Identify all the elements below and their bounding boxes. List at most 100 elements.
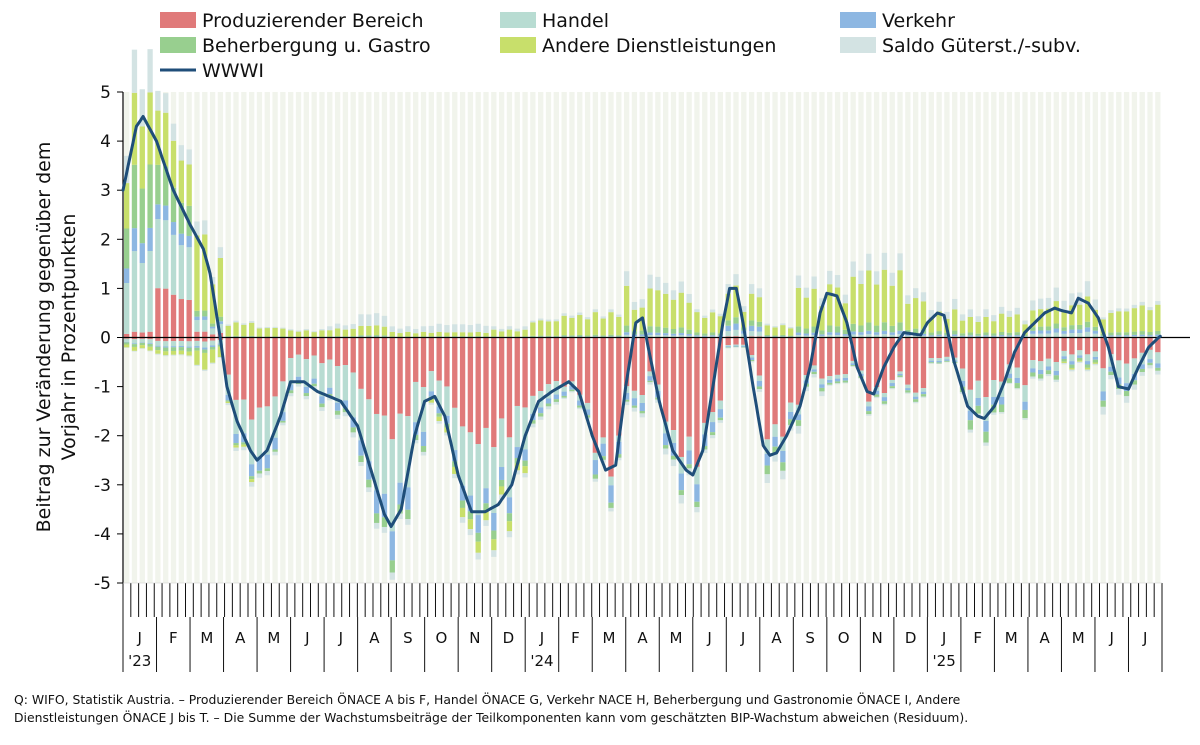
bar-andere-dienstleistungen — [311, 332, 317, 337]
bar-handel — [725, 331, 731, 337]
bar-verkehr — [1030, 330, 1036, 334]
bar-saldo — [1108, 375, 1114, 380]
bar-handel — [889, 379, 895, 384]
bar-beherbergung — [577, 335, 583, 337]
bar-saldo — [178, 354, 184, 356]
bar-verkehr — [1077, 329, 1083, 334]
bar-verkehr — [475, 515, 481, 533]
bar-produzierender-bereich — [178, 337, 184, 342]
bar-saldo — [756, 288, 763, 298]
bar-handel — [655, 335, 661, 338]
bar-produzierender-bereich — [295, 337, 302, 355]
bar-beherbergung — [788, 335, 794, 337]
bar-saldo — [616, 457, 622, 461]
bar-beherbergung — [186, 347, 192, 352]
bar-verkehr — [811, 369, 817, 372]
bar-beherbergung — [498, 479, 505, 487]
month-label: A — [369, 629, 380, 647]
bar-beherbergung — [694, 501, 700, 508]
bar-verkehr — [717, 409, 724, 418]
bar-verkehr — [209, 326, 216, 329]
bar-beherbergung — [663, 327, 669, 334]
bar-handel — [209, 328, 216, 335]
bar-saldo — [702, 315, 708, 318]
bar-handel — [147, 339, 153, 344]
bar-beherbergung — [241, 336, 247, 337]
bar-andere-dienstleistungen — [202, 352, 208, 370]
bar-handel — [358, 388, 364, 441]
bar-verkehr — [178, 233, 184, 246]
year-label: '24 — [530, 652, 553, 670]
bar-handel — [592, 452, 599, 461]
bar-verkehr — [592, 460, 599, 475]
chart-svg: Produzierender Bereich Handel Verkehr Beher… — [33, 10, 1190, 672]
bar-saldo — [170, 354, 177, 356]
bar-verkehr — [772, 436, 778, 447]
bar-saldo — [373, 313, 380, 326]
bar-beherbergung — [467, 336, 474, 337]
bar-handel — [733, 344, 739, 346]
bar-saldo — [163, 355, 169, 357]
bar-andere-dienstleistungen — [803, 297, 809, 329]
bar-handel — [858, 370, 864, 374]
legend-swatch — [160, 12, 196, 28]
bar-produzierender-bereich — [858, 337, 864, 371]
bar-handel — [1061, 333, 1067, 338]
bar-verkehr — [295, 376, 302, 382]
bar-handel — [350, 372, 356, 418]
bar-verkehr — [397, 482, 403, 505]
bar-produzierender-bereich — [788, 337, 794, 403]
bar-saldo — [295, 330, 302, 332]
bar-saldo — [389, 572, 395, 580]
bar-produzierender-bereich — [139, 337, 145, 339]
month-label: J — [338, 629, 343, 647]
bar-produzierender-bereich — [139, 332, 145, 338]
bar-produzierender-bereich — [366, 337, 372, 400]
bar-beherbergung — [600, 335, 606, 337]
bar-beherbergung — [569, 335, 575, 337]
bar-saldo — [350, 432, 356, 438]
y-axis-label: Beitrag zur Veränderung gegenüber dem Vor… — [33, 142, 80, 533]
bar-verkehr — [733, 345, 739, 347]
bar-handel — [975, 380, 981, 398]
month-label: J — [740, 629, 745, 647]
month-label: F — [973, 629, 982, 647]
bar-saldo — [327, 397, 333, 401]
bar-saldo — [834, 383, 841, 385]
bar-handel — [913, 392, 919, 397]
bar-beherbergung — [827, 325, 833, 333]
bar-verkehr — [1069, 329, 1075, 334]
bar-saldo — [397, 513, 403, 519]
bar-verkehr — [498, 467, 505, 480]
bar-verkehr — [670, 333, 677, 336]
month-label: M — [200, 629, 213, 647]
month-label: M — [603, 629, 616, 647]
bar-saldo — [233, 320, 239, 323]
bar-saldo — [663, 448, 669, 455]
month-label: M — [670, 629, 683, 647]
bar-verkehr — [608, 336, 614, 337]
bar-verkehr — [623, 332, 630, 335]
bar-beherbergung — [420, 336, 427, 338]
bar-verkehr — [1139, 364, 1145, 369]
bar-saldo — [709, 435, 716, 439]
bar-andere-dienstleistungen — [358, 325, 364, 336]
bar-andere-dienstleistungen — [366, 325, 372, 336]
bar-saldo — [967, 309, 974, 317]
bar-verkehr — [1108, 335, 1114, 337]
bar-verkehr — [686, 334, 692, 336]
bar-beherbergung — [553, 399, 559, 402]
bar-handel — [1147, 349, 1153, 360]
bar-andere-dienstleistungen — [475, 541, 481, 553]
bar-produzierender-bereich — [1077, 337, 1083, 351]
bar-produzierender-bereich — [264, 337, 270, 407]
bar-handel — [163, 220, 169, 289]
bar-produzierender-bereich — [1108, 337, 1114, 355]
bar-saldo — [264, 327, 270, 329]
bar-verkehr — [124, 268, 130, 283]
bar-produzierender-bereich — [553, 337, 559, 382]
bar-beherbergung — [209, 323, 216, 327]
bar-verkehr — [1123, 335, 1130, 337]
bar-beherbergung — [248, 335, 255, 337]
bar-saldo — [694, 507, 700, 513]
